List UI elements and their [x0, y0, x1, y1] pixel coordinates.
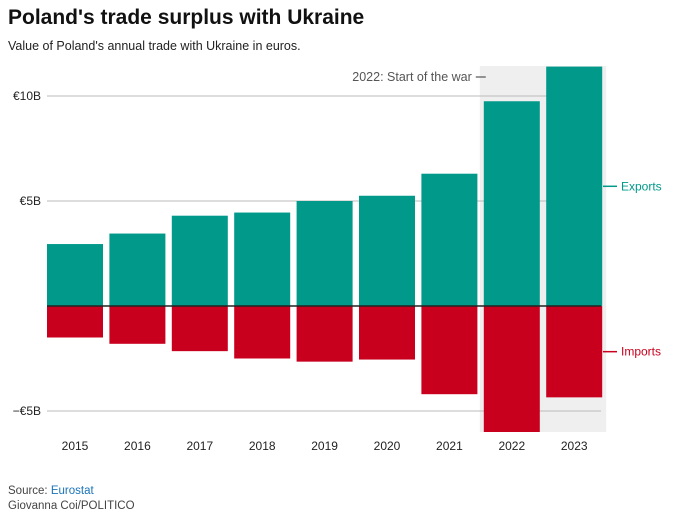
imports-bar-2018 — [234, 306, 291, 359]
imports-bar-2021 — [421, 306, 478, 395]
x-tick-label: 2020 — [374, 439, 401, 453]
x-tick-label: 2023 — [561, 439, 588, 453]
x-tick-label: 2022 — [498, 439, 525, 453]
chart-subtitle: Value of Poland's annual trade with Ukra… — [8, 39, 301, 53]
y-tick-label: €5B — [20, 194, 41, 208]
exports-bar-2022 — [483, 101, 540, 306]
imports-bar-2017 — [171, 306, 228, 352]
imports-bar-2023 — [546, 306, 603, 398]
source-link-eurostat[interactable]: Eurostat — [50, 485, 94, 497]
x-tick-label: 2015 — [62, 439, 89, 453]
chart-title: Poland's trade surplus with Ukraine — [8, 6, 365, 29]
imports-bar-2020 — [359, 306, 415, 360]
imports-bar-2015 — [47, 306, 103, 338]
exports-bar-2016 — [109, 233, 166, 306]
y-tick-label: €10B — [13, 89, 41, 103]
imports-series-label: Imports — [621, 345, 661, 359]
source-line: Source: Eurostat — [8, 485, 94, 497]
exports-bar-2020 — [359, 195, 415, 306]
exports-bar-2023 — [546, 66, 603, 306]
exports-bar-2017 — [171, 215, 228, 306]
imports-bar-2016 — [109, 306, 166, 344]
x-tick-label: 2017 — [186, 439, 213, 453]
exports-bar-2018 — [234, 212, 291, 306]
war-annotation-label: 2022: Start of the war — [352, 70, 472, 84]
x-tick-label: 2019 — [311, 439, 338, 453]
exports-series-label: Exports — [621, 179, 662, 193]
y-tick-label: −€5B — [13, 404, 41, 418]
source-prefix: Source: — [8, 485, 51, 497]
imports-bar-2019 — [296, 306, 353, 362]
exports-bar-2015 — [47, 244, 103, 306]
exports-bar-2019 — [296, 201, 353, 306]
credit-line: Giovanna Coi/POLITICO — [8, 500, 135, 512]
x-tick-label: 2016 — [124, 439, 151, 453]
exports-bar-2021 — [421, 173, 478, 306]
imports-bar-2022 — [483, 306, 540, 432]
x-tick-label: 2018 — [249, 439, 276, 453]
x-tick-label: 2021 — [436, 439, 463, 453]
